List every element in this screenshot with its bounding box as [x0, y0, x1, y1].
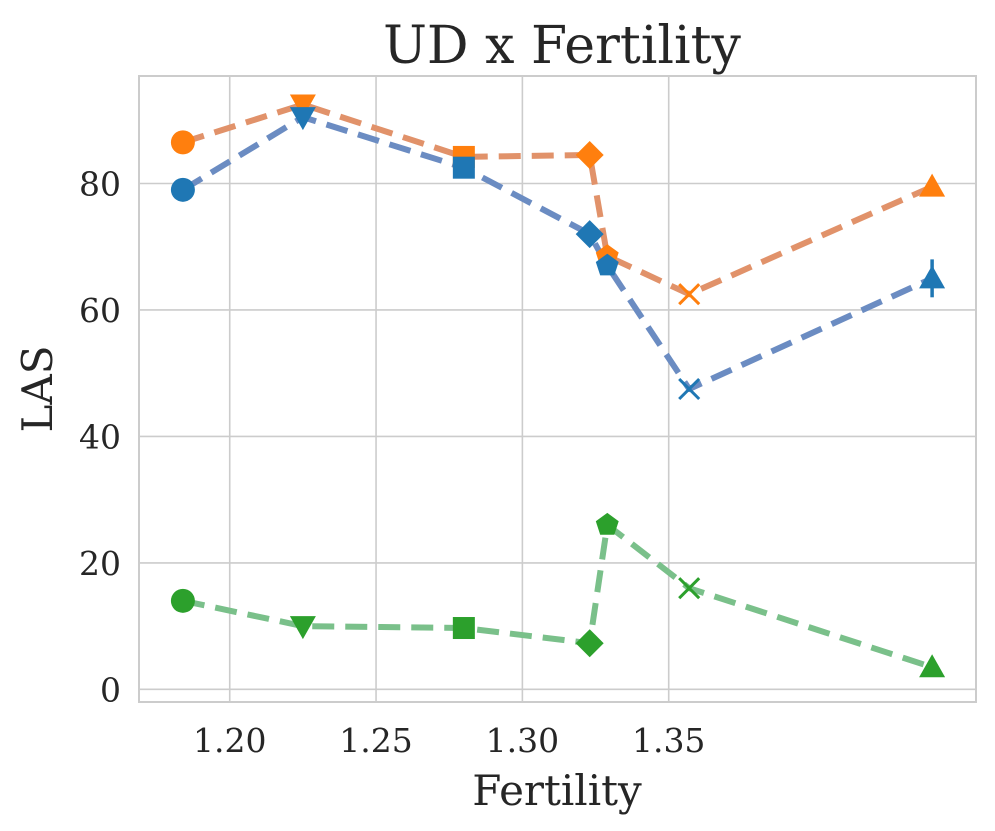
blue-marker-triangle-down: [289, 107, 316, 131]
blue-marker-diamond: [575, 220, 604, 249]
y-axis-label: LAS: [13, 346, 62, 433]
chart-title: UD x Fertility: [383, 16, 741, 76]
series-lines: [181, 101, 934, 671]
y-tick-label: 20: [79, 544, 121, 583]
y-tick-label: 80: [79, 164, 121, 203]
orange-marker-triangle-down: [289, 94, 316, 118]
x-marker-stroke: [678, 283, 701, 306]
y-gridlines: [139, 182, 976, 691]
green-marker-x: [678, 577, 701, 600]
x-tick-labels: 1.20 1.25 1.30 1.35: [193, 721, 705, 760]
x-tick-label: 1.25: [339, 721, 412, 760]
blue-series-line: [181, 114, 934, 392]
green-marker-triangle-down: [289, 616, 316, 640]
green-marker-diamond: [575, 629, 604, 658]
x-tick-label: 1.35: [632, 721, 705, 760]
y-tick-label: 0: [100, 670, 121, 709]
green-series-line: [182, 521, 934, 671]
blue-marker-x: [678, 377, 701, 401]
y-tick-labels: 0 20 40 60 80: [79, 164, 121, 709]
green-marker-square: [452, 617, 475, 640]
x-marker-stroke: [678, 377, 701, 401]
x-tick-label: 1.20: [193, 721, 266, 760]
blue-marker-square: [452, 156, 475, 179]
blue-marker-circle: [170, 177, 195, 202]
blue-marker-pentagon: [595, 253, 619, 276]
x-axis-label: Fertility: [472, 766, 642, 815]
orange-marker-diamond: [575, 141, 604, 170]
orange-marker-circle: [170, 130, 195, 155]
orange-series-line: [181, 101, 934, 298]
green-marker-triangle-up: [919, 654, 946, 678]
plot-frame: [138, 75, 977, 703]
orange-marker-triangle-up: [919, 173, 946, 197]
green-marker-circle: [170, 588, 195, 613]
x-tick-label: 1.30: [486, 721, 559, 760]
green-marker-pentagon: [595, 512, 619, 535]
blue-marker-triangle-up: [919, 265, 946, 289]
y-tick-label: 60: [79, 291, 121, 330]
x-marker-stroke: [678, 577, 701, 600]
series-markers: [170, 94, 946, 678]
x-gridlines: [228, 76, 670, 702]
orange-marker-x: [678, 283, 701, 306]
y-tick-label: 40: [79, 417, 121, 456]
